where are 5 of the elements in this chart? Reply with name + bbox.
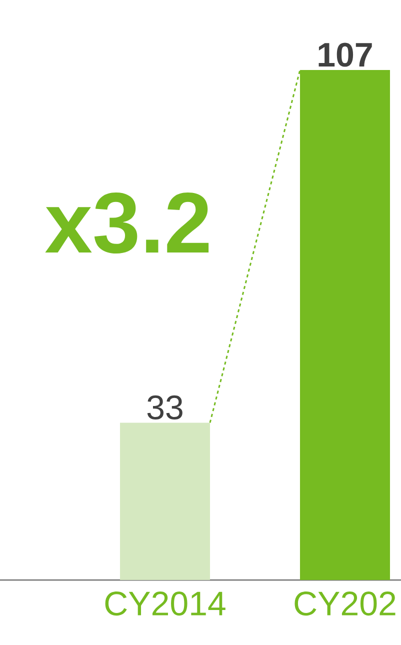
annotation: x3.2 (45, 192, 209, 254)
x-tick-label: CY202 (294, 592, 396, 616)
data-label: 107 (318, 42, 372, 67)
x-tick-label: CY2014 (105, 592, 226, 616)
data-label: 33 (147, 395, 182, 420)
